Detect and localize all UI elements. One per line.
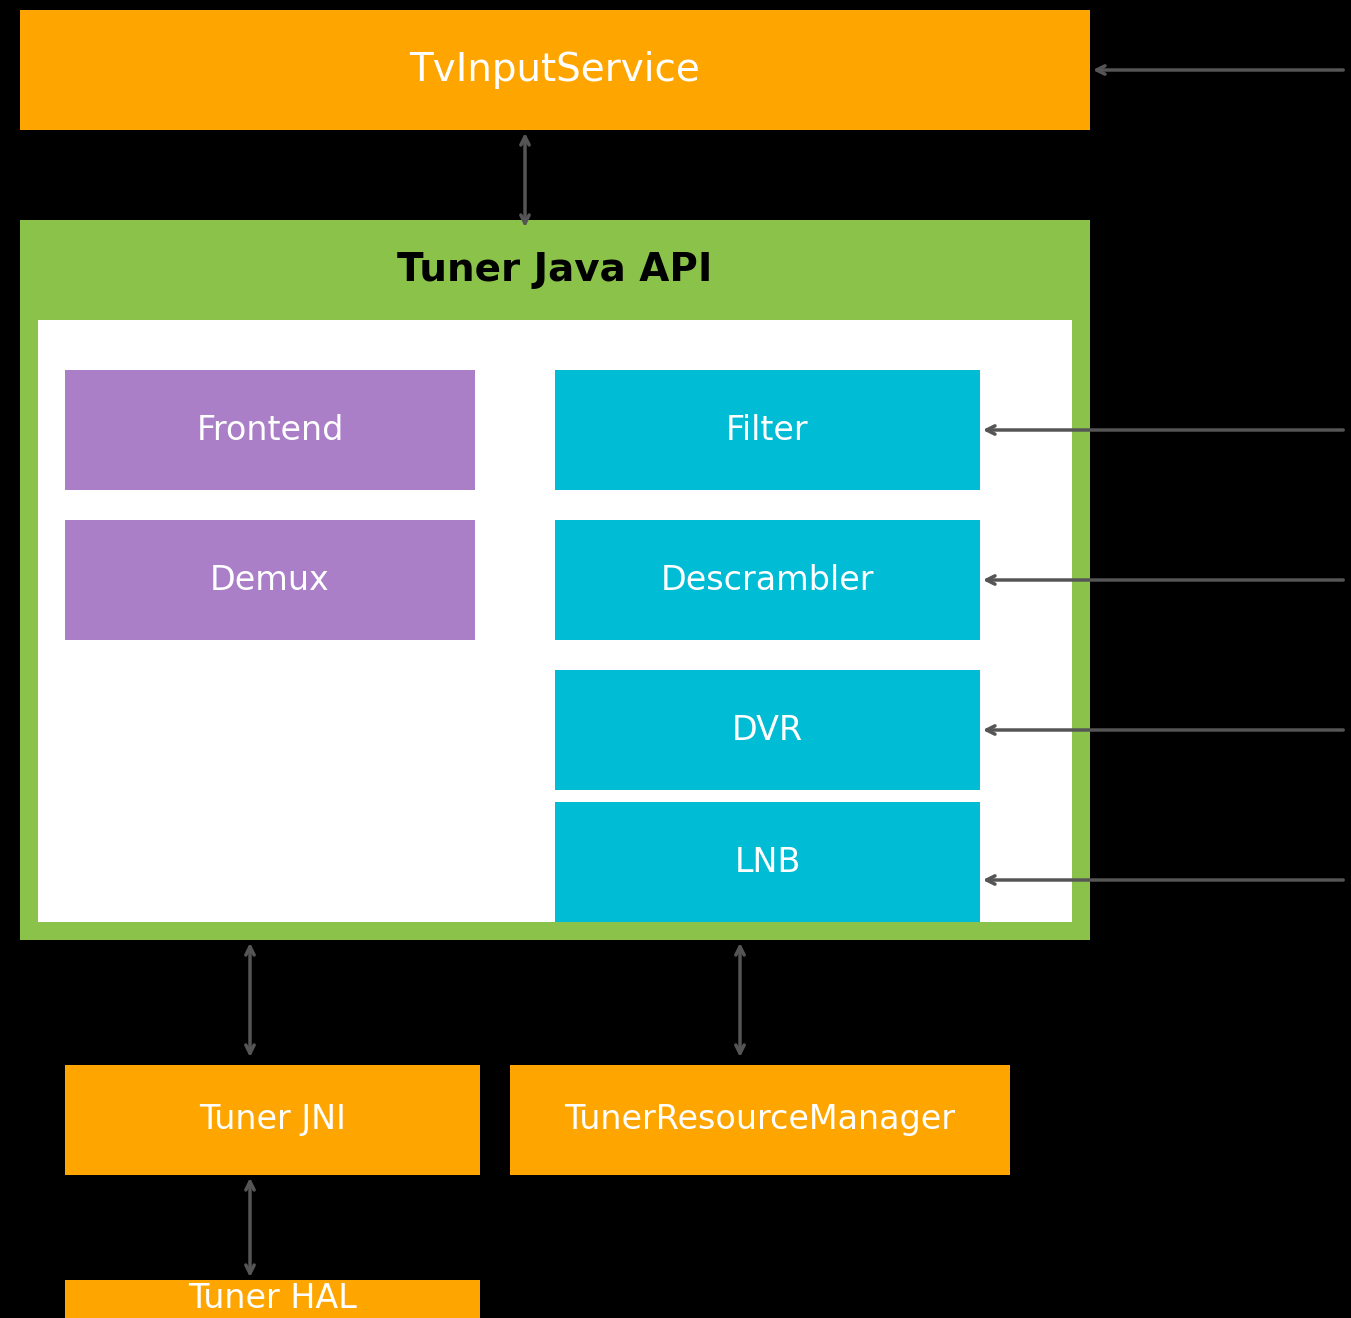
Bar bbox=[20, 220, 1090, 320]
Text: Filter: Filter bbox=[727, 414, 809, 447]
Text: Tuner HAL: Tuner HAL bbox=[188, 1282, 357, 1315]
Bar bbox=[20, 11, 1090, 130]
Text: TunerResourceManager: TunerResourceManager bbox=[565, 1103, 955, 1136]
Bar bbox=[555, 370, 979, 490]
Bar bbox=[20, 220, 1090, 940]
Text: Descrambler: Descrambler bbox=[661, 564, 874, 597]
Text: LNB: LNB bbox=[735, 846, 801, 879]
Text: Tuner Java API: Tuner Java API bbox=[397, 250, 713, 289]
Bar bbox=[65, 370, 476, 490]
Bar bbox=[555, 521, 979, 641]
Bar bbox=[555, 801, 979, 923]
Text: Frontend: Frontend bbox=[196, 414, 343, 447]
Bar bbox=[65, 521, 476, 641]
Text: Demux: Demux bbox=[211, 564, 330, 597]
Bar bbox=[555, 670, 979, 789]
Bar bbox=[65, 1065, 480, 1176]
Text: Tuner JNI: Tuner JNI bbox=[199, 1103, 346, 1136]
Text: TvInputService: TvInputService bbox=[409, 51, 700, 90]
Bar bbox=[38, 320, 1071, 923]
Bar bbox=[65, 1280, 480, 1318]
Bar bbox=[509, 1065, 1011, 1176]
Text: DVR: DVR bbox=[732, 713, 802, 746]
